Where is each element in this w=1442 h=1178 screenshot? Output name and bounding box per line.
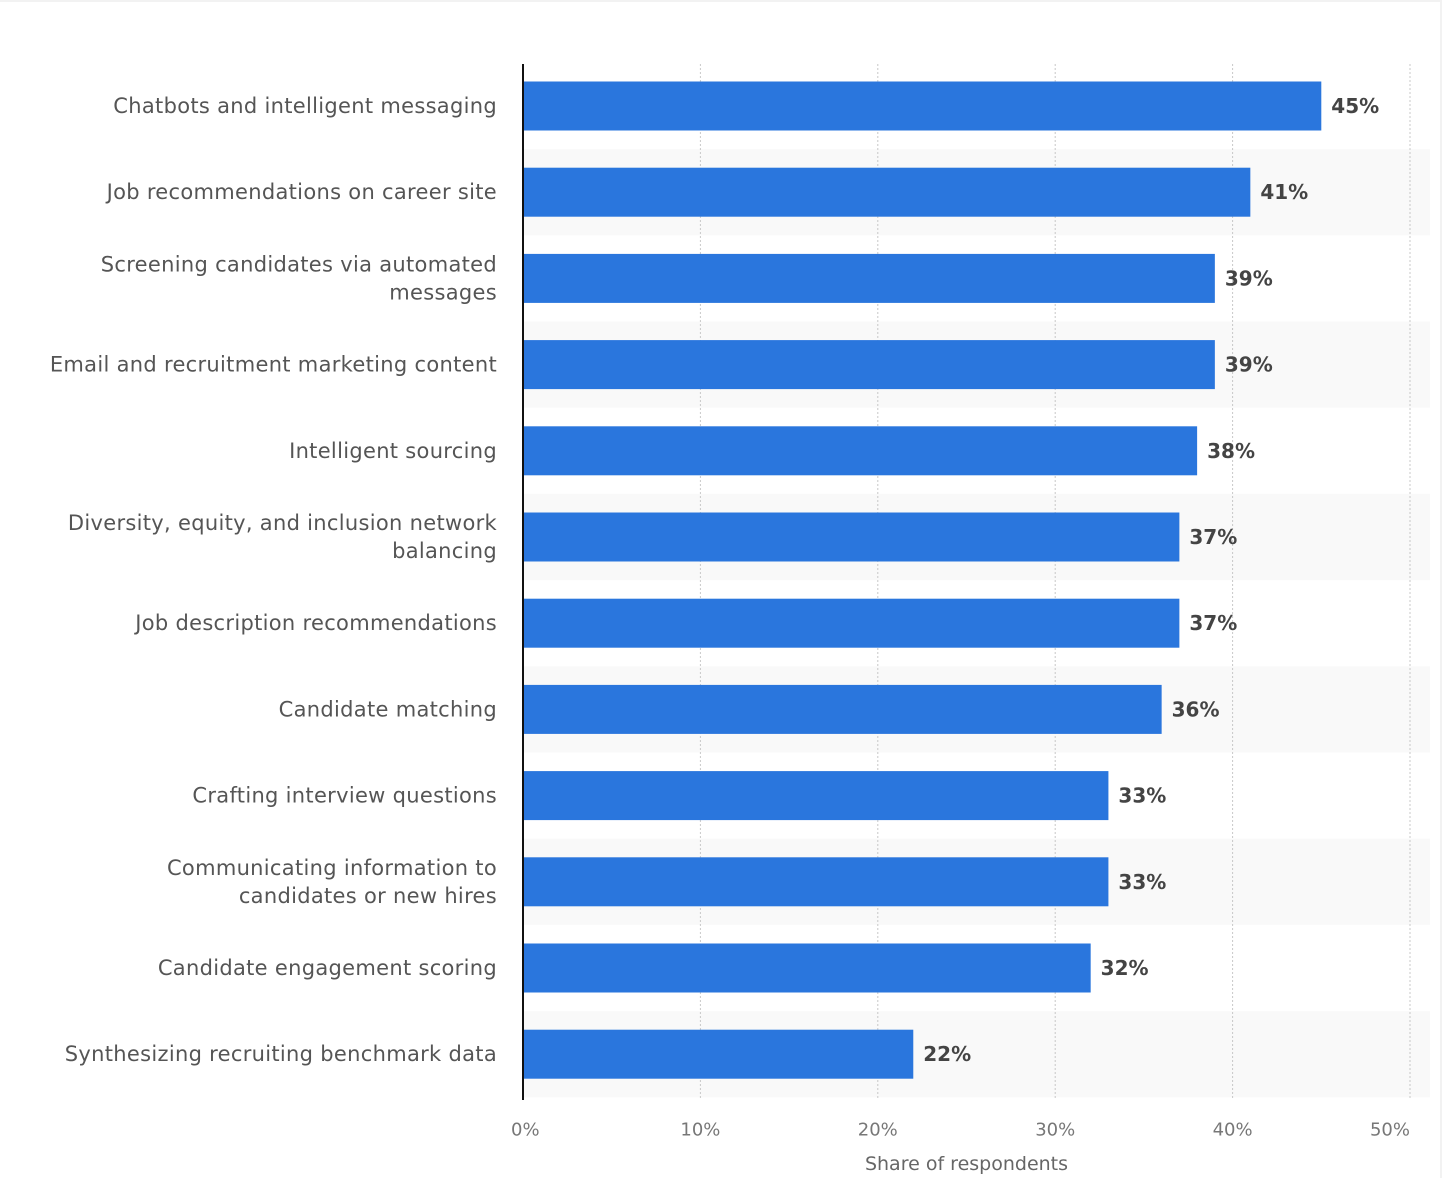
value-label: 37% bbox=[1189, 525, 1237, 549]
tick-label: 50% bbox=[1370, 1120, 1410, 1141]
category-label: Screening candidates via automated bbox=[101, 252, 497, 276]
bar[interactable] bbox=[523, 857, 1109, 907]
value-label: 36% bbox=[1172, 697, 1220, 721]
bar[interactable] bbox=[523, 167, 1251, 217]
category-label: Candidate matching bbox=[279, 697, 497, 721]
value-label: 37% bbox=[1189, 611, 1237, 635]
bar[interactable] bbox=[523, 1029, 914, 1079]
bar[interactable] bbox=[523, 943, 1091, 993]
category-label: Job description recommendations bbox=[133, 611, 497, 635]
category-label: Communicating information to bbox=[167, 856, 497, 880]
value-label: 39% bbox=[1225, 266, 1273, 290]
category-label: Chatbots and intelligent messaging bbox=[113, 94, 497, 118]
category-label: Diversity, equity, and inclusion network bbox=[68, 511, 498, 535]
tick-label: 0% bbox=[511, 1120, 540, 1141]
value-label: 33% bbox=[1118, 784, 1166, 808]
category-label: Synthesizing recruiting benchmark data bbox=[65, 1042, 497, 1066]
value-label: 45% bbox=[1331, 94, 1379, 118]
tick-label: 30% bbox=[1035, 1120, 1075, 1141]
x-axis-title: Share of respondents bbox=[865, 1153, 1068, 1175]
tick-label: 40% bbox=[1213, 1120, 1253, 1141]
bar[interactable] bbox=[523, 426, 1198, 476]
category-label: Intelligent sourcing bbox=[289, 439, 497, 463]
bar[interactable] bbox=[523, 771, 1109, 821]
category-label: Job recommendations on career site bbox=[105, 180, 497, 204]
bar[interactable] bbox=[523, 81, 1322, 131]
tick-label: 20% bbox=[858, 1120, 898, 1141]
category-label: candidates or new hires bbox=[239, 884, 497, 908]
category-label: balancing bbox=[392, 539, 497, 563]
bar[interactable] bbox=[523, 253, 1215, 303]
value-label: 41% bbox=[1260, 180, 1308, 204]
bar[interactable] bbox=[523, 340, 1215, 390]
category-label: Email and recruitment marketing content bbox=[50, 353, 497, 377]
value-label: 38% bbox=[1207, 439, 1255, 463]
value-label: 33% bbox=[1118, 870, 1166, 894]
value-label: 32% bbox=[1101, 956, 1149, 980]
bar[interactable] bbox=[523, 684, 1162, 734]
value-label: 39% bbox=[1225, 353, 1273, 377]
bars bbox=[523, 81, 1322, 1079]
value-labels: 45% 41% 39% 39% 38% 37% 37% 36% 33% 33% 32% 22% bbox=[923, 94, 1379, 1066]
tick-label: 10% bbox=[680, 1120, 720, 1141]
category-label: messages bbox=[389, 280, 497, 304]
bar[interactable] bbox=[523, 598, 1180, 648]
category-label: Crafting interview questions bbox=[192, 784, 497, 808]
value-label: 22% bbox=[923, 1042, 971, 1066]
bar[interactable] bbox=[523, 512, 1180, 562]
x-axis-ticks: 0% 10% 20% 30% 40% 50% bbox=[511, 1120, 1410, 1141]
gridlines bbox=[699, 64, 1411, 1100]
category-label: Candidate engagement scoring bbox=[158, 956, 497, 980]
category-labels: Chatbots and intelligent messaging Job re… bbox=[50, 94, 498, 1066]
